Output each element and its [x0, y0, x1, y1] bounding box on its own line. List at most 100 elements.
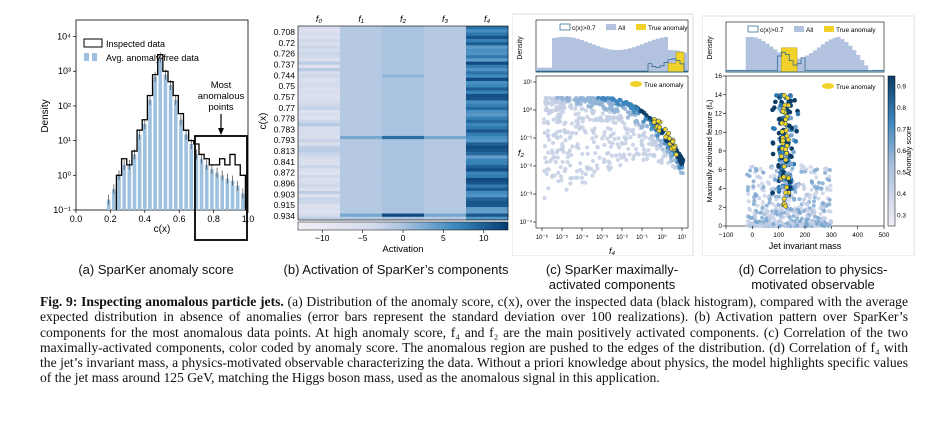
scatter-point — [788, 161, 794, 167]
heatmap-cell — [298, 142, 341, 146]
heatmap-cell — [424, 165, 467, 169]
scatter-point — [828, 188, 833, 193]
scatter-point — [639, 125, 644, 130]
scatter-point — [644, 156, 650, 161]
scatter-point — [807, 193, 812, 198]
scatter-point — [786, 211, 791, 216]
heatmap-cell — [298, 210, 341, 214]
scatter-point — [561, 149, 566, 155]
heatmap-cell — [298, 145, 341, 150]
y-tick-label: 10⁻² — [520, 164, 532, 170]
heatmap-cell — [340, 87, 383, 91]
y-tick-label: 0 — [718, 223, 722, 230]
x-tick-label: 400 — [852, 232, 863, 239]
scatter-point — [607, 105, 612, 110]
heatmap-cell — [382, 29, 425, 33]
heatmap-cell — [466, 97, 509, 101]
y-tick-label: 10⁻¹ — [53, 205, 71, 215]
true-anomaly-point — [784, 150, 790, 156]
scatter-point — [621, 105, 626, 111]
scatter-point — [600, 136, 605, 141]
inner-legend: True anomaly — [644, 82, 684, 89]
heatmap-cell — [340, 64, 383, 69]
all-density-histogram — [536, 36, 688, 72]
x-tick-label: 500 — [879, 232, 890, 239]
heatmap-cell — [298, 61, 341, 66]
heatmap-cell — [340, 161, 383, 166]
heatmap-cell — [466, 113, 509, 117]
colorbar-tick-label: 0.5 — [897, 169, 906, 176]
scatter-point — [633, 146, 639, 152]
heatmap-cell — [466, 38, 509, 43]
scatter-point — [604, 114, 609, 119]
scatter-point — [641, 132, 646, 137]
scatter-point — [608, 165, 614, 170]
scatter-point — [605, 136, 610, 141]
heatmap-cell — [466, 55, 509, 59]
scatter-point — [586, 104, 591, 109]
scatter-point — [624, 157, 629, 163]
heatmap-cell — [382, 38, 425, 43]
heatmap-cell — [424, 119, 467, 124]
column-label: f₃ — [442, 14, 449, 24]
heatmap-cell — [382, 148, 425, 153]
scatter-point — [610, 97, 615, 102]
avg-bar — [220, 175, 225, 210]
row-label: 0.757 — [274, 92, 296, 102]
heatmap-cell — [340, 68, 383, 72]
scatter-point — [618, 163, 623, 168]
heatmap-cell — [382, 126, 425, 130]
scatter-point — [576, 146, 581, 151]
row-label: 0.708 — [274, 27, 296, 37]
heatmap-cell — [298, 74, 341, 79]
scatter-point — [542, 99, 548, 105]
scatter-point — [548, 96, 553, 101]
scatter-point — [773, 99, 778, 105]
scatter-point — [543, 155, 548, 160]
heatmap-cell — [298, 181, 341, 185]
scatter-point — [553, 159, 558, 165]
colorbar-tick-label: 0.3 — [897, 212, 906, 219]
scatter-point — [558, 119, 563, 124]
scatter-point — [753, 219, 758, 224]
scatter-point — [585, 151, 590, 156]
scatter-point — [564, 187, 569, 192]
heatmap-cell — [466, 74, 509, 79]
scatter-point — [788, 169, 793, 174]
x-tick-label: 100 — [773, 232, 784, 239]
heatmap-cell — [340, 113, 383, 117]
heatmap-cell — [340, 58, 383, 62]
scatter-point — [618, 115, 623, 120]
heatmap-cell — [382, 58, 425, 62]
scatter-point — [557, 107, 562, 112]
scatter-point — [563, 138, 568, 143]
scatter-point — [617, 97, 623, 102]
heatmap-cell — [466, 181, 509, 185]
scatter-point — [636, 152, 641, 157]
scatter-point — [815, 167, 820, 172]
scatter-point — [601, 133, 607, 138]
row-label: 0.783 — [274, 124, 296, 134]
heatmap-cell — [466, 71, 509, 75]
scatter-point — [776, 164, 781, 169]
heatmap-cell — [466, 126, 509, 130]
true-anomaly-point — [779, 120, 785, 126]
scatter-point — [568, 163, 573, 168]
true-anomaly-point — [785, 95, 790, 101]
heatmap-cell — [340, 168, 383, 172]
colorbar-tick-label: −10 — [315, 233, 330, 243]
heatmap-cell — [466, 139, 509, 143]
heatmap-cell — [298, 155, 341, 159]
scatter-point — [761, 170, 766, 175]
avg-bar — [173, 99, 178, 210]
scatter-point — [619, 155, 624, 160]
heatmap-cell — [340, 119, 383, 124]
scatter-point — [820, 191, 825, 196]
heatmap-cell — [340, 32, 383, 36]
scatter-point — [680, 171, 685, 176]
heatmap-cell — [424, 100, 467, 104]
scatter-point — [550, 174, 555, 179]
scatter-point — [788, 206, 793, 211]
scatter-point — [573, 106, 578, 112]
heatmap-cell — [424, 58, 467, 62]
